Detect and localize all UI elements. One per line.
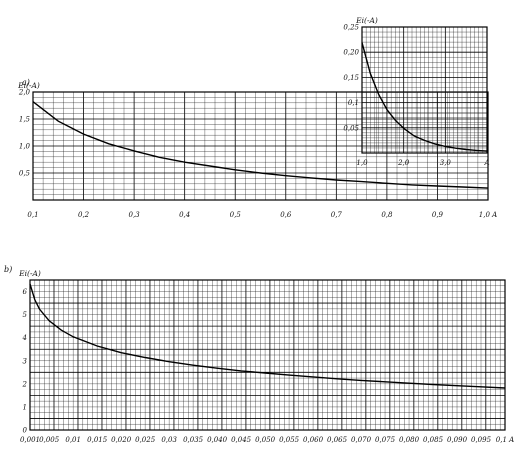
x-tick-label: 0,060 <box>303 436 324 444</box>
x-tick-label: 0,005 <box>39 436 60 444</box>
x-tick-label: 0,075 <box>375 436 396 444</box>
y-tick-label: 4 <box>22 334 27 342</box>
x-tick-label: 0,1 A <box>496 436 514 444</box>
x-tick-label: 0,080 <box>399 436 420 444</box>
grid <box>32 91 489 201</box>
x-tick-label: A <box>483 159 489 167</box>
y-tick-label: 6 <box>23 288 28 296</box>
x-tick-label: 0,095 <box>471 436 492 444</box>
y-tick-label: 3 <box>23 357 28 365</box>
x-tick-label: 2,0 <box>397 159 410 167</box>
y-tick-label: 0,25 <box>343 24 359 32</box>
series-line <box>32 101 489 189</box>
x-tick-label: 0,03 <box>161 436 177 444</box>
y-tick-label: 1 <box>23 403 27 411</box>
y-tick-label: 2 <box>22 380 28 388</box>
x-tick-label: 0,065 <box>327 436 348 444</box>
y-tick-label: 0,05 <box>343 124 359 132</box>
x-tick-label: 0,001 <box>20 436 40 444</box>
x-tick-label: 0,045 <box>231 436 252 444</box>
x-tick-label: 0,01 <box>65 436 81 444</box>
x-tick-label: 0,020 <box>111 436 132 444</box>
y-tick-label: 1,5 <box>19 116 31 124</box>
y-axis-label: Ei(-A) <box>17 81 40 90</box>
grid <box>29 279 506 431</box>
y-tick-label: 2,0 <box>18 89 31 97</box>
x-tick-label: 0,040 <box>207 436 228 444</box>
y-tick-label: 0,1 <box>348 99 359 107</box>
x-tick-label: 0,070 <box>351 436 372 444</box>
y-tick-label: 1,0 <box>19 143 31 151</box>
x-tick-label: 0,1 <box>27 211 38 219</box>
y-tick-label: 0,20 <box>343 49 359 57</box>
grid <box>361 26 488 154</box>
x-tick-label: 3,0 <box>440 159 452 167</box>
plot-frame <box>361 26 488 154</box>
plot-frame <box>29 279 506 431</box>
x-tick-label: 0,2 <box>78 211 90 219</box>
x-tick-label: 1,0 <box>356 159 368 167</box>
y-tick-label: 0,15 <box>343 74 359 82</box>
plot-frame <box>32 91 489 201</box>
series-line <box>29 283 506 389</box>
x-tick-label: 0,090 <box>447 436 468 444</box>
x-tick-label: 0,8 <box>381 211 393 219</box>
x-tick-label: 0,7 <box>331 211 343 219</box>
x-tick-label: 0,9 <box>432 211 444 219</box>
x-tick-label: 0,5 <box>230 211 242 219</box>
chart-b-main: 0,001 0,005 0,01 0,015 0,020 0,025 0,03 0,035 0,… <box>4 265 514 444</box>
x-tick-label: 1,0 A <box>479 211 497 219</box>
x-tick-label: 0,6 <box>280 211 292 219</box>
x-tick-label: 0,4 <box>179 211 190 219</box>
panel-label: a) <box>22 78 30 87</box>
x-tick-label: 0,015 <box>87 436 108 444</box>
x-tick-label: 0,025 <box>135 436 156 444</box>
y-axis-label: Ei(-A) <box>355 16 378 25</box>
series-line <box>361 42 488 152</box>
x-tick-label: 0,3 <box>129 211 141 219</box>
y-tick-label: 0,5 <box>19 170 31 178</box>
x-tick-label: 0,085 <box>423 436 444 444</box>
x-tick-label: 0,050 <box>255 436 276 444</box>
panel-label: b) <box>4 265 12 274</box>
y-tick-label: 5 <box>23 311 28 319</box>
y-tick-label: 0 <box>23 427 28 435</box>
chart-a-main: 0,1 0,2 0,3 0,4 0,5 0,6 0,7 0,8 0,9 1,0 A 0,5 1,0 1,… <box>17 78 497 219</box>
y-axis-label: Ei(-A) <box>18 269 41 278</box>
x-tick-label: 0,055 <box>279 436 300 444</box>
x-tick-label: 0,035 <box>183 436 204 444</box>
